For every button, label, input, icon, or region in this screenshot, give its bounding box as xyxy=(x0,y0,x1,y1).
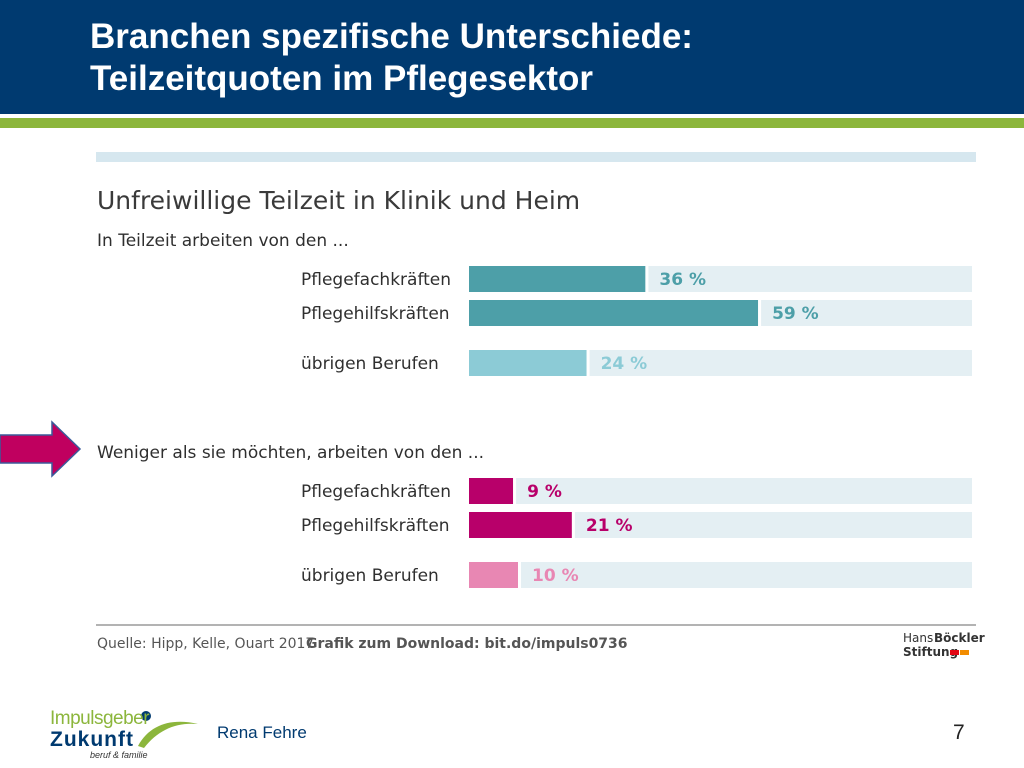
brand-line-boeckler: Böckler xyxy=(934,631,985,645)
slide-title: Branchen spezifische Unterschiede: Teilz… xyxy=(90,17,693,98)
bar-involuntary-pflegehilfs xyxy=(469,512,572,538)
slide-number: 7 xyxy=(953,721,965,744)
value-label-part-time-pflegefach: 36 % xyxy=(659,270,706,290)
category-label-involuntary-pflegehilfs: Pflegehilfskräften xyxy=(301,516,450,536)
section-heading-involuntary: Weniger als sie möchten, arbeiten von de… xyxy=(97,443,484,463)
category-label-involuntary-uebrige: übrigen Berufen xyxy=(301,566,439,586)
bar-gap-involuntary-pflegefach xyxy=(513,478,517,504)
chart-title: Unfreiwillige Teilzeit in Klinik und Hei… xyxy=(97,186,580,215)
chart: Unfreiwillige Teilzeit in Klinik und Hei… xyxy=(96,152,985,659)
chart-top-band xyxy=(96,152,976,162)
value-label-part-time-uebrige: 24 % xyxy=(601,354,648,374)
value-label-involuntary-pflegefach: 9 % xyxy=(527,482,562,502)
logo-swoosh-icon xyxy=(138,711,198,748)
brand-mark-orange xyxy=(960,650,969,655)
bar-track-involuntary-uebrige xyxy=(469,562,972,588)
bar-part-time-uebrige xyxy=(469,350,587,376)
chart-download-link[interactable]: Grafik zum Download: bit.do/impuls0736 xyxy=(306,636,628,652)
pointer-arrow-icon xyxy=(0,420,82,478)
category-label-part-time-uebrige: übrigen Berufen xyxy=(301,354,439,374)
header-divider-white xyxy=(0,114,1024,118)
brand-mark-red xyxy=(950,650,959,655)
chart-source: Quelle: Hipp, Kelle, Ouart 2017 xyxy=(97,636,314,652)
bar-gap-part-time-pflegehilfs xyxy=(758,300,762,326)
bar-marks: Pflegefachkräften 36 % Pflegehilfskräften 5… xyxy=(301,266,972,588)
value-label-involuntary-uebrige: 10 % xyxy=(532,566,579,586)
bar-part-time-pflegehilfs xyxy=(469,300,759,326)
value-label-involuntary-pflegehilfs: 21 % xyxy=(586,516,633,536)
section-heading-part-time: In Teilzeit arbeiten von den ... xyxy=(97,231,349,251)
bar-gap-involuntary-pflegehilfs xyxy=(571,512,575,538)
bar-involuntary-uebrige xyxy=(469,562,518,588)
logo-text-impulsgeber: Impulsgeber xyxy=(50,708,150,729)
category-label-part-time-pflegehilfs: Pflegehilfskräften xyxy=(301,304,450,324)
bar-gap-part-time-uebrige xyxy=(586,350,590,376)
bar-involuntary-pflegefach xyxy=(469,478,514,504)
logo-text-tagline: beruf & familie xyxy=(90,750,148,760)
category-label-involuntary-pflegefach: Pflegefachkräften xyxy=(301,482,451,502)
bar-part-time-pflegefach xyxy=(469,266,646,292)
header-divider-green xyxy=(0,118,1024,128)
bar-gap-involuntary-uebrige xyxy=(518,562,521,588)
impulsgeber-logo: Impulsgeber Zukunft beruf & familie xyxy=(40,706,210,762)
bar-gap-part-time-pflegefach xyxy=(645,266,649,292)
value-label-part-time-pflegehilfs: 59 % xyxy=(772,304,819,324)
brand-line-stiftung: Stiftung xyxy=(903,645,958,659)
logo-text-zukunft: Zukunft xyxy=(50,728,134,751)
bar-track-involuntary-pflegefach xyxy=(469,478,972,504)
category-label-part-time-pflegefach: Pflegefachkräften xyxy=(301,270,451,290)
presenter-name: Rena Fehre xyxy=(217,723,307,742)
slide-header: Branchen spezifische Unterschiede: Teilz… xyxy=(0,0,1024,114)
brand-line-hans: Hans xyxy=(903,631,933,645)
